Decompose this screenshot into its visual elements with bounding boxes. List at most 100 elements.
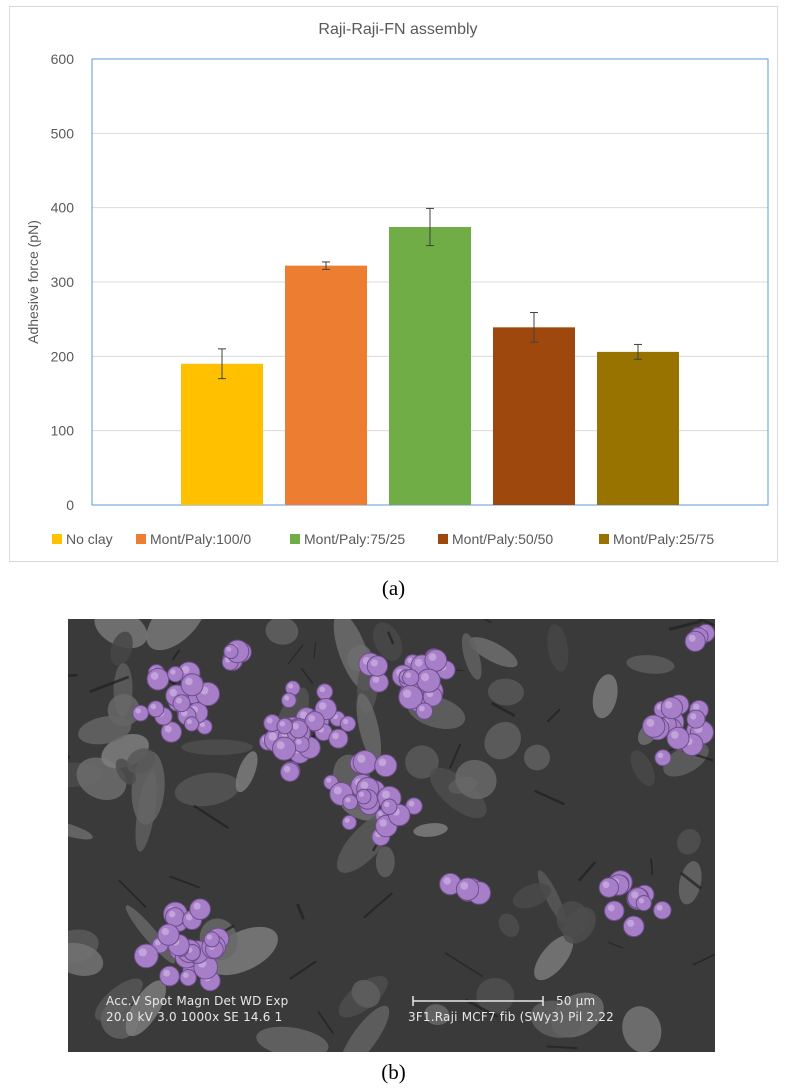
fibroblast-cell	[626, 655, 675, 674]
fibroblast-cell	[530, 1000, 581, 1039]
raji-cell-highlight	[688, 634, 696, 642]
raji-cell-highlight	[381, 790, 390, 799]
fibroblast-cell	[174, 772, 240, 807]
bar-chart-panel: 0 100 200 300 400 500 600 Raji-Raji-FN assembly…	[9, 6, 778, 562]
cell-edge	[491, 701, 516, 718]
raji-cell	[157, 923, 180, 946]
fibroblast-cell	[424, 1004, 450, 1026]
raji-cell-highlight	[168, 910, 176, 918]
raji-cell-highlight	[299, 711, 308, 719]
fibroblast-cell	[125, 980, 166, 1037]
cell-edge	[89, 675, 130, 693]
raji-cell-highlight	[670, 731, 679, 739]
fibroblast-cell	[524, 744, 550, 771]
raji-cell-highlight	[421, 673, 430, 682]
fibroblast-cell	[512, 883, 551, 909]
raji-cell-highlight	[319, 686, 326, 693]
raji-cell	[352, 750, 378, 775]
cell-edge	[169, 875, 201, 889]
raji-cell	[635, 894, 652, 912]
raji-cell	[276, 717, 293, 735]
bar-5	[597, 351, 679, 505]
raji-cell-highlight	[343, 718, 349, 725]
raji-cell	[424, 648, 448, 672]
raji-cell-highlight	[378, 758, 387, 767]
raji-cell-highlight	[186, 719, 192, 725]
fibroblast-cell	[110, 631, 133, 666]
raji-cell-highlight	[332, 732, 339, 740]
raji-cell	[316, 683, 334, 701]
raji-cell	[402, 668, 420, 687]
raji-cell	[686, 709, 706, 729]
raji-cell-highlight	[318, 702, 327, 710]
raji-cell-highlight	[276, 741, 285, 750]
y-axis-label: Adhesive force (pN)	[25, 220, 41, 344]
legend-label-2: Mont/Paly:100/0	[150, 531, 251, 547]
fibroblast-cell	[487, 678, 524, 706]
raji-cell-highlight	[296, 739, 302, 745]
raji-cell	[146, 667, 170, 691]
cell-edge	[534, 789, 565, 806]
raji-cell	[179, 968, 197, 987]
fibroblast-cell	[68, 942, 104, 976]
cell-edge	[464, 998, 499, 1019]
raji-cell-highlight	[150, 672, 159, 680]
raji-cell-highlight	[378, 811, 383, 817]
raji-cell-highlight	[292, 723, 299, 730]
raji-cell-highlight	[360, 781, 369, 790]
raji-cell-highlight	[268, 732, 277, 741]
raji-cell-highlight	[169, 688, 177, 697]
raji-cell-highlight	[266, 717, 273, 724]
sample-label: 3F1.Raji MCF7 fib (SWy3) Pil 2.22	[408, 1010, 614, 1024]
raji-cell	[341, 814, 357, 831]
raji-cell-highlight	[627, 919, 635, 927]
cell-edge	[697, 619, 715, 627]
micrograph-image	[68, 619, 715, 1052]
cell-edge	[118, 879, 147, 908]
raji-cell	[165, 907, 185, 927]
y-tick-label-100: 100	[51, 423, 75, 439]
cell-edge	[444, 952, 483, 978]
cell-edge	[577, 861, 597, 882]
fibroblast-cell	[484, 721, 522, 760]
raji-cell-highlight	[344, 817, 350, 823]
raji-cell-highlight	[199, 721, 206, 728]
bar-chart: 0 100 200 300 400 500 600 Raji-Raji-FN assembly…	[9, 6, 778, 562]
raji-cell	[167, 666, 184, 683]
chart-title: Raji-Raji-FN assembly	[318, 21, 477, 38]
cell-edge	[193, 804, 230, 830]
raji-cell-highlight	[638, 898, 645, 904]
fibroblast-cell	[556, 901, 589, 938]
raji-cell-highlight	[607, 904, 615, 912]
raji-cell-highlight	[357, 754, 366, 763]
raji-cell	[132, 704, 149, 722]
raji-cell	[366, 655, 389, 677]
raji-cell-highlight	[182, 972, 189, 979]
raji-cell-highlight	[384, 801, 390, 808]
raji-cell	[642, 714, 666, 738]
cell-edge	[317, 1010, 334, 1034]
raji-cell-highlight	[379, 819, 387, 827]
raji-cell-highlight	[161, 927, 170, 936]
fibroblast-cell	[630, 750, 655, 786]
raji-cell-highlight	[405, 672, 412, 679]
raji-cell-highlight	[414, 658, 423, 667]
cell-edge	[289, 960, 317, 981]
fibroblast-cell	[622, 1006, 662, 1052]
y-tick-label-600: 600	[51, 51, 75, 67]
fibroblast-cell	[265, 619, 299, 645]
y-tick-label-500: 500	[51, 125, 75, 141]
cell-edge	[387, 631, 395, 645]
cell-edge	[608, 942, 624, 949]
raji-cell-highlight	[135, 708, 141, 714]
y-tick-label-200: 200	[51, 348, 75, 364]
raji-cell	[598, 877, 620, 898]
caption-a: (a)	[381, 576, 406, 600]
cell-edge	[300, 667, 314, 684]
raji-cell-highlight	[692, 703, 700, 711]
fibroblast-cell	[547, 624, 569, 672]
raji-cell	[147, 700, 165, 718]
raji-cell-highlight	[326, 777, 332, 783]
raji-cell-highlight	[154, 939, 161, 946]
legend-label-3: Mont/Paly:75/25	[304, 531, 405, 547]
